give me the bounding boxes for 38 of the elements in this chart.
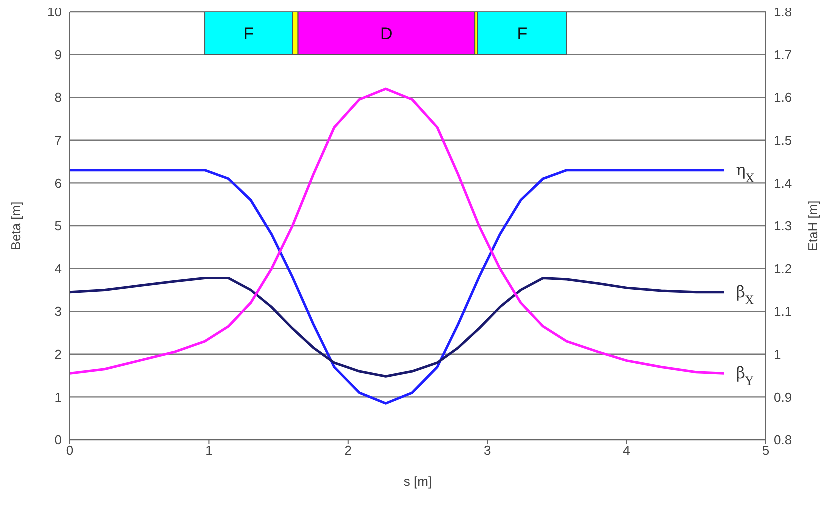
y2-tick-label: 0.8: [774, 432, 792, 448]
y2-tick-label: 1.4: [774, 176, 792, 191]
series-label: β$_{Y}$: [736, 364, 754, 389]
y2-tick-label: 1.1: [774, 304, 792, 320]
y2-tick-label: 0.9: [774, 390, 792, 405]
y2-tick-label: 1.2: [774, 261, 792, 276]
y-tick-label: 9: [54, 47, 62, 62]
line-series: [70, 88, 726, 375]
band-label: D: [380, 24, 393, 44]
y2-tick-label: 1.6: [774, 90, 792, 106]
y2-axis-title: EtaH [m]: [806, 200, 821, 252]
y-tick-label: 5: [54, 218, 62, 234]
line-series: [70, 169, 726, 405]
y-tick-label: 4: [54, 261, 62, 276]
x-axis-title: s [m]: [404, 474, 432, 489]
band-label: F: [244, 24, 254, 44]
y2-tick-label: 1: [774, 347, 782, 362]
line-series: [70, 276, 726, 378]
band-label: F: [517, 24, 528, 44]
y2-tick-label: 1.5: [774, 133, 792, 148]
y2-tick-label: 1.3: [774, 218, 792, 234]
x-tick-label: 3: [484, 443, 492, 458]
y-axis-title: Beta [m]: [8, 202, 24, 250]
series-label: η$_{X}$: [736, 160, 755, 186]
series-label: β$_{X}$: [736, 282, 754, 308]
y-tick-label: 3: [54, 304, 62, 320]
y-tick-label: 6: [54, 176, 62, 191]
y-tick-label: 7: [54, 133, 62, 148]
x-tick-label: 4: [623, 443, 630, 458]
x-tick-label: 2: [344, 443, 352, 458]
x-tick-label: 0: [66, 443, 74, 458]
y-tick-label: 8: [54, 90, 62, 106]
y-tick-label: 2: [54, 347, 62, 362]
y2-tick-label: 1.7: [774, 47, 792, 62]
y-tick-label: 1: [54, 390, 62, 405]
x-tick-label: 5: [762, 443, 770, 458]
x-tick-label: 1: [206, 443, 213, 458]
y-tick-label: 0: [54, 432, 62, 448]
